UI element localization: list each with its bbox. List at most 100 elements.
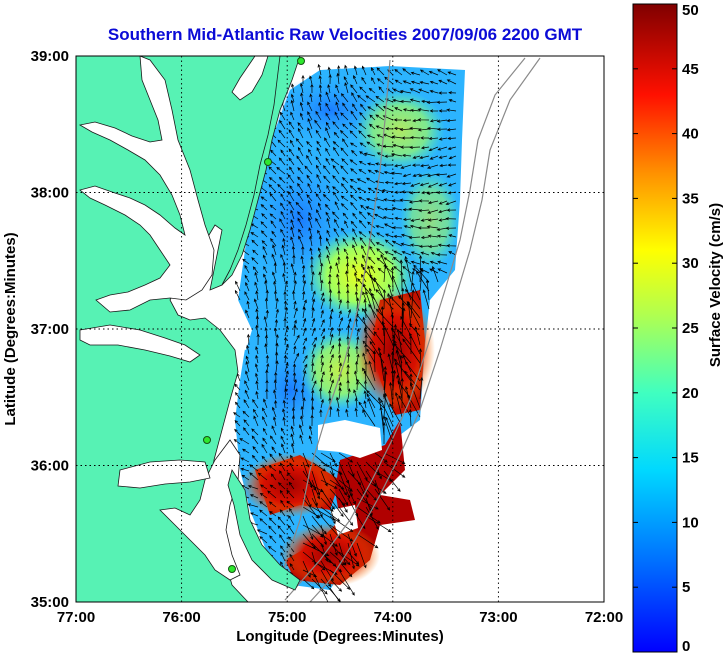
station-marker[interactable] (264, 158, 272, 166)
velocity-arrow (427, 182, 439, 188)
james-river (79, 324, 201, 363)
velocity-arrow (436, 253, 448, 257)
velocity-arrow (308, 425, 313, 436)
velocity-arrow (281, 443, 286, 454)
velocity-arrow (376, 248, 385, 256)
velocity-arrow (374, 461, 382, 480)
velocity-arrow (427, 218, 439, 222)
contour-slope (309, 57, 541, 602)
velocity-arrow (352, 228, 358, 238)
velocity-arrow (286, 489, 295, 499)
velocity-arrow (339, 130, 349, 139)
map-grid (76, 56, 604, 602)
velocity-arrow (315, 156, 322, 166)
velocity-arrow (255, 315, 259, 328)
velocity-arrow (309, 93, 313, 103)
velocity-arrow (332, 141, 340, 148)
velocity-arrow (418, 208, 430, 213)
velocity-arrow (274, 318, 279, 328)
velocity-arrow (380, 399, 394, 427)
velocity-arrow (390, 171, 403, 175)
velocity-arrow (364, 334, 368, 346)
velocity-arrow (325, 245, 331, 256)
velocity-arrow (300, 388, 305, 400)
velocity-arrow (374, 488, 391, 511)
velocity-arrow (351, 92, 358, 103)
velocity-arrow (271, 446, 277, 454)
velocity-arrow (385, 416, 394, 436)
velocity-arrow (383, 470, 401, 492)
velocity-arrow (233, 439, 241, 445)
velocity-arrow (420, 164, 430, 168)
velocity-arrow (409, 200, 421, 204)
velocity-arrow (417, 128, 430, 132)
velocity-arrow (338, 488, 349, 506)
velocity-arrow (245, 355, 250, 364)
velocity-arrow (275, 334, 279, 346)
velocity-arrow (355, 345, 359, 355)
velocity-arrow (233, 412, 241, 418)
velocity-arrow (400, 164, 412, 169)
velocity-arrow (446, 128, 457, 132)
velocity-arrow (335, 396, 340, 409)
station-marker[interactable] (203, 436, 211, 444)
velocity-arrow (279, 509, 286, 517)
velocity-arrow (399, 89, 412, 94)
velocity-arrow (307, 127, 313, 139)
velocity-arrow (243, 419, 250, 427)
velocity-arrow (308, 227, 313, 238)
velocity-arrow (436, 119, 448, 123)
velocity-arrow (338, 299, 343, 310)
velocity-arrow (400, 377, 404, 409)
velocity-arrow (342, 238, 349, 247)
velocity-arrow (297, 176, 304, 184)
velocity-arrow (329, 515, 354, 533)
velocity-arrow (349, 185, 358, 193)
velocity-arrow (333, 93, 340, 103)
velocity-arrow (362, 340, 376, 355)
velocity-arrow (347, 497, 359, 517)
velocity-arrow (290, 93, 295, 103)
velocity-arrow (445, 226, 457, 230)
velocity-arrow (309, 247, 313, 256)
velocity-arrow (306, 141, 313, 148)
velocity-arrow (347, 461, 355, 478)
velocity-arrow (344, 82, 349, 94)
x-tick-label: 76:00 (162, 609, 200, 626)
velocity-arrow (346, 289, 350, 301)
velocity-arrow (311, 461, 327, 472)
velocity-arrow (302, 327, 307, 337)
station-marker[interactable] (297, 57, 305, 65)
velocity-arrow (311, 327, 316, 337)
velocity-arrow (302, 370, 307, 382)
velocity-arrow (371, 77, 376, 85)
velocity-arrow (402, 217, 412, 222)
velocity-arrow (292, 254, 296, 265)
velocity-arrow (349, 130, 358, 139)
velocity-arrow (261, 455, 268, 463)
velocity-arrow (307, 182, 313, 193)
station-marker[interactable] (228, 565, 236, 573)
velocity-arrow (356, 470, 369, 499)
velocity-arrow (368, 123, 376, 130)
y-tick-label: 36:00 (31, 458, 69, 475)
velocity-arrow (338, 560, 353, 578)
velocity-arrow (428, 136, 439, 141)
velocity-arrow (280, 210, 286, 220)
velocity-arrow (352, 103, 358, 112)
velocity-arrow (265, 369, 269, 382)
velocity-arrow (320, 309, 324, 319)
velocity-arrow (392, 143, 403, 148)
velocity-arrow (270, 238, 277, 247)
velocity-arrow (409, 332, 421, 355)
velocity-arrow (273, 290, 278, 301)
velocity-arrow (404, 386, 412, 409)
velocity-arrow (287, 174, 295, 184)
velocity-arrow (418, 173, 430, 178)
velocity-arrow (255, 346, 259, 355)
velocity-arrow (358, 231, 367, 238)
velocity-arrow (420, 218, 430, 222)
velocity-arrow (320, 297, 325, 310)
velocity-arrow (234, 428, 241, 436)
